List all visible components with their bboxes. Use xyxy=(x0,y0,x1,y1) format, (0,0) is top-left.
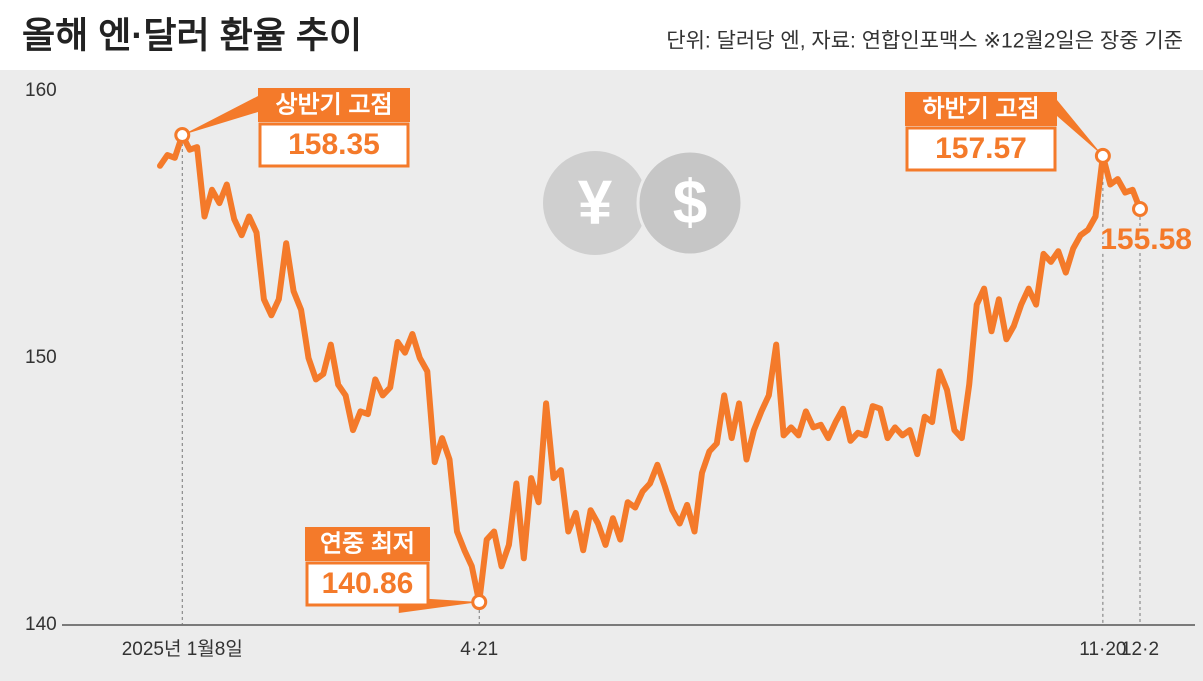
end-value-label: 155.58 xyxy=(1100,223,1192,256)
currency-icons: ¥ $ xyxy=(543,149,744,257)
callout-value: 157.57 xyxy=(935,132,1027,165)
marker xyxy=(1094,147,1111,164)
callout-name: 상반기 고점 xyxy=(275,91,392,118)
x-tick-label: 12·2 xyxy=(1121,639,1159,660)
y-tick-label: 150 xyxy=(25,347,57,368)
line-series xyxy=(157,132,1143,605)
callout-value: 140.86 xyxy=(322,567,414,600)
callout-pointer xyxy=(182,96,258,136)
dollar-symbol: $ xyxy=(673,168,707,237)
callout-value-box xyxy=(258,122,410,168)
callout-pointer xyxy=(1057,100,1103,156)
x-tick-label: 2025년 1월8일 xyxy=(122,638,243,660)
callout-name-box xyxy=(905,92,1057,126)
callout-name: 연중 최저 xyxy=(320,530,415,557)
y-tick-label: 160 xyxy=(25,80,57,101)
callout-value-box xyxy=(305,561,430,607)
callout-name-box xyxy=(305,527,430,561)
x-tick-label: 4·21 xyxy=(460,639,498,660)
yen-icon xyxy=(543,151,647,255)
callout-value: 158.35 xyxy=(288,128,380,161)
marker xyxy=(1132,201,1148,218)
y-tick-label: 140 xyxy=(25,614,57,635)
marker xyxy=(471,594,488,611)
dollar-icon xyxy=(636,149,744,257)
callout-value-box xyxy=(905,126,1057,172)
yen-symbol: ¥ xyxy=(578,168,613,237)
chart-title: 올해 엔·달러 환율 추이 xyxy=(22,15,362,56)
callout-name-box xyxy=(258,88,410,122)
callout-name: 하반기 고점 xyxy=(922,95,1039,122)
x-tick-label: 11·20 xyxy=(1079,639,1126,660)
chart-subtitle: 단위: 달러당 엔, 자료: 연합인포맥스 ※12월2일은 장중 기준 xyxy=(666,30,1183,53)
marker xyxy=(174,127,191,144)
